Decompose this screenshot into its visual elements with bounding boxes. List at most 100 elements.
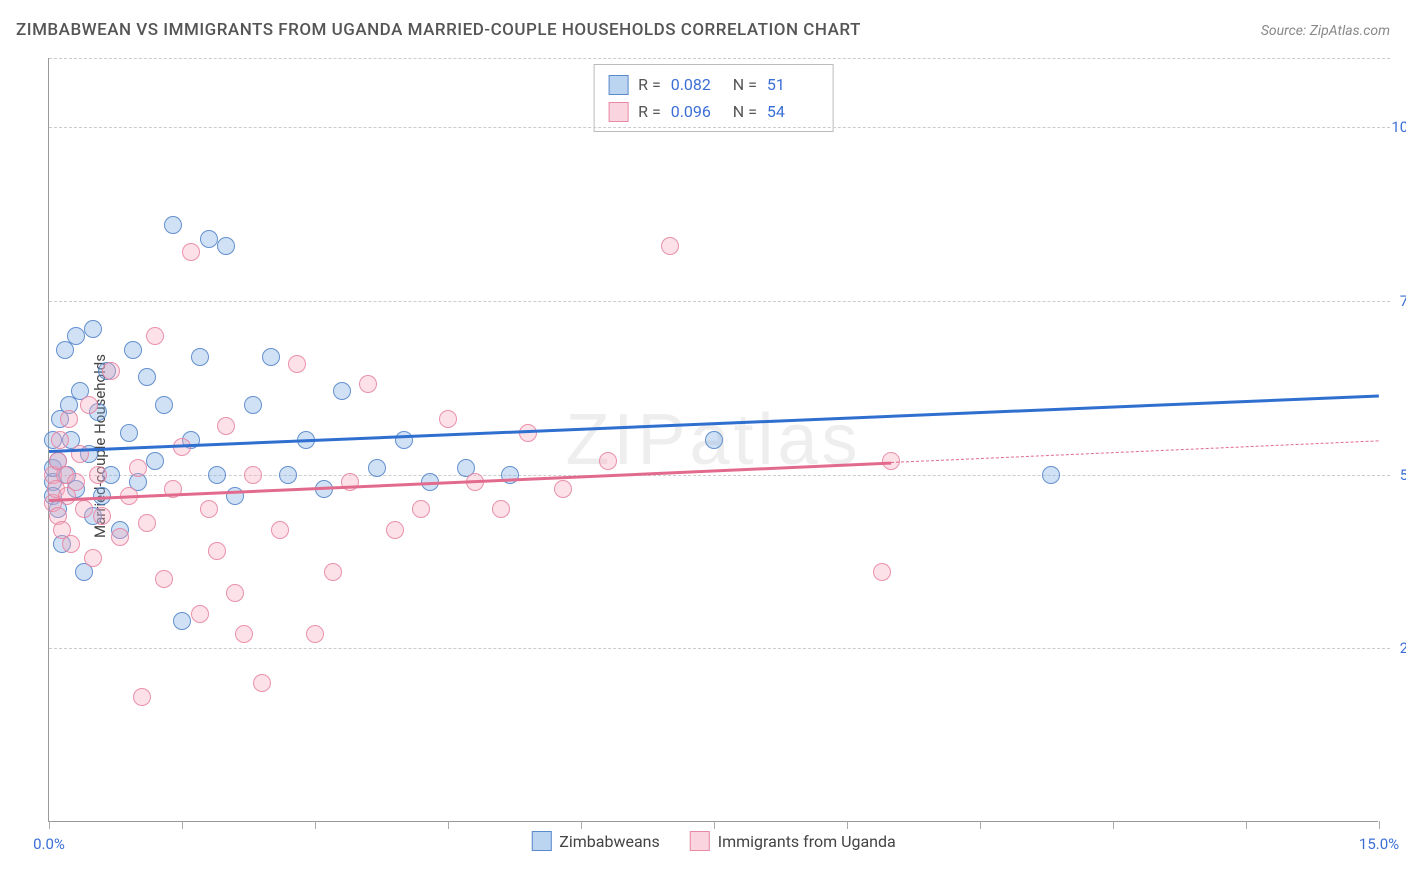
data-point <box>133 688 151 706</box>
data-point <box>705 431 723 449</box>
data-point <box>226 487 244 505</box>
n-label: N = <box>733 98 757 125</box>
data-point <box>173 612 191 630</box>
data-point <box>89 466 107 484</box>
data-point <box>661 237 679 255</box>
data-point <box>368 459 386 477</box>
data-point <box>67 473 85 491</box>
x-tick <box>581 821 582 829</box>
data-point <box>60 410 78 428</box>
data-point <box>102 362 120 380</box>
data-point <box>359 375 377 393</box>
data-point <box>67 327 85 345</box>
data-point <box>124 341 142 359</box>
x-tick <box>182 821 183 829</box>
legend-item: Immigrants from Uganda <box>690 831 896 851</box>
data-point <box>208 542 226 560</box>
x-tick <box>1113 821 1114 829</box>
gridline <box>49 58 1390 59</box>
chart-header: ZIMBABWEAN VS IMMIGRANTS FROM UGANDA MAR… <box>16 20 1390 40</box>
data-point <box>519 424 537 442</box>
x-tick-label: 0.0% <box>33 835 65 853</box>
data-point <box>208 466 226 484</box>
series-legend: Zimbabweans Immigrants from Uganda <box>531 831 895 851</box>
data-point <box>244 466 262 484</box>
legend-item: Zimbabweans <box>531 831 659 851</box>
data-point <box>244 396 262 414</box>
data-point <box>51 431 69 449</box>
data-point <box>324 563 342 581</box>
data-point <box>253 674 271 692</box>
data-point <box>271 521 289 539</box>
data-point <box>235 625 253 643</box>
n-value: 54 <box>767 98 819 125</box>
stats-row-series-1: R = 0.096 N = 54 <box>608 98 819 125</box>
swatch-icon <box>608 102 628 122</box>
y-tick-label: 100.0% <box>1391 118 1406 136</box>
legend-label: Immigrants from Uganda <box>718 832 896 851</box>
data-point <box>217 417 235 435</box>
data-point <box>138 514 156 532</box>
data-point <box>217 237 235 255</box>
x-tick <box>1379 821 1380 829</box>
swatch-icon <box>690 831 710 851</box>
data-point <box>395 431 413 449</box>
y-tick-label: 50.0% <box>1400 466 1406 484</box>
data-point <box>279 466 297 484</box>
data-point <box>200 230 218 248</box>
data-point <box>333 382 351 400</box>
data-point <box>93 507 111 525</box>
data-point <box>75 500 93 518</box>
gridline <box>49 301 1390 302</box>
data-point <box>873 563 891 581</box>
data-point <box>146 452 164 470</box>
data-point <box>84 320 102 338</box>
data-point <box>138 368 156 386</box>
data-point <box>120 424 138 442</box>
data-point <box>386 521 404 539</box>
data-point <box>262 348 280 366</box>
legend-label: Zimbabweans <box>559 832 659 851</box>
x-tick <box>980 821 981 829</box>
x-tick <box>49 821 50 829</box>
trend-line <box>891 440 1379 463</box>
x-tick <box>448 821 449 829</box>
data-point <box>554 480 572 498</box>
data-point <box>182 243 200 261</box>
data-point <box>164 216 182 234</box>
data-point <box>492 500 510 518</box>
n-label: N = <box>733 71 757 98</box>
x-tick <box>1246 821 1247 829</box>
data-point <box>439 410 457 428</box>
data-point <box>80 396 98 414</box>
data-point <box>146 327 164 345</box>
swatch-icon <box>531 831 551 851</box>
x-tick <box>315 821 316 829</box>
n-value: 51 <box>767 71 819 98</box>
y-tick-label: 75.0% <box>1400 292 1406 310</box>
data-point <box>412 500 430 518</box>
stats-legend-box: R = 0.082 N = 51 R = 0.096 N = 54 <box>593 64 834 132</box>
r-value: 0.082 <box>671 71 723 98</box>
r-value: 0.096 <box>671 98 723 125</box>
gridline <box>49 127 1390 128</box>
scatter-chart: ZIPatlas R = 0.082 N = 51 R = 0.096 N = … <box>48 58 1378 822</box>
swatch-icon <box>608 75 628 95</box>
data-point <box>111 528 129 546</box>
data-point <box>226 584 244 602</box>
data-point <box>191 605 209 623</box>
r-label: R = <box>638 71 661 98</box>
data-point <box>599 452 617 470</box>
y-tick-label: 25.0% <box>1400 639 1406 657</box>
source-attribution: Source: ZipAtlas.com <box>1261 23 1390 39</box>
data-point <box>288 355 306 373</box>
data-point <box>155 396 173 414</box>
data-point <box>129 459 147 477</box>
x-tick-label: 15.0% <box>1359 835 1399 853</box>
r-label: R = <box>638 98 661 125</box>
data-point <box>62 535 80 553</box>
x-tick <box>847 821 848 829</box>
data-point <box>155 570 173 588</box>
stats-row-series-0: R = 0.082 N = 51 <box>608 71 819 98</box>
chart-title: ZIMBABWEAN VS IMMIGRANTS FROM UGANDA MAR… <box>16 20 861 40</box>
